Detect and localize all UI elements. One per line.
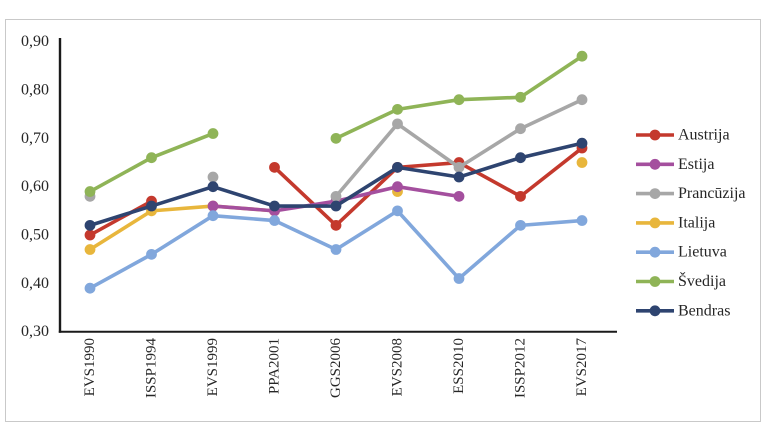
legend-dot-marker xyxy=(649,276,661,287)
data-point-Bendras xyxy=(330,200,342,212)
x-axis-label: EVS1990 xyxy=(82,338,98,396)
legend-label: Švedija xyxy=(678,271,726,290)
legend-label: Italija xyxy=(678,214,715,231)
data-point-Prancūzija xyxy=(515,123,526,135)
x-axis-label: GGS2006 xyxy=(328,338,344,399)
y-tick-label: 0,40 xyxy=(21,275,49,292)
legend-item-Italija: Italija xyxy=(636,214,715,231)
data-point-Austrija xyxy=(269,161,280,173)
x-axis-label: ISSP1994 xyxy=(144,338,160,399)
data-point-Austrija xyxy=(84,229,96,241)
data-point-Švedija xyxy=(576,50,588,62)
data-point-Lietuva xyxy=(453,273,465,284)
data-point-Švedija xyxy=(515,91,526,103)
data-point-Italija xyxy=(84,244,96,255)
legend-label: Estija xyxy=(678,156,714,173)
legend-dot-marker xyxy=(649,158,661,170)
legend: Austrija Estija Prancūzija Italija Lietuva Šv… xyxy=(636,127,746,319)
data-point-Estija xyxy=(392,181,403,193)
series-line-Austrija xyxy=(272,146,584,228)
legend-dot-marker xyxy=(649,246,661,258)
legend-dot-marker xyxy=(649,217,661,229)
data-point-Švedija xyxy=(146,152,157,164)
legend-label: Bendras xyxy=(678,302,730,319)
legend-item-Austrija: Austrija xyxy=(636,127,730,144)
legend-label: Austrija xyxy=(678,127,730,144)
data-point-Bendras xyxy=(515,152,526,164)
data-point-Estija xyxy=(453,190,465,202)
data-point-Bendras xyxy=(392,161,403,173)
x-axis-labels: EVS1990 ISSP1994 EVS1999 PPA2001 GGS2006 EVS2… xyxy=(82,338,590,399)
series-Lietuva xyxy=(84,205,588,294)
legend-item-Bendras: Bendras xyxy=(636,302,730,319)
data-point-Švedija xyxy=(330,132,342,144)
axes xyxy=(58,38,617,333)
data-point-Prancūzija xyxy=(576,94,588,106)
x-axis-label: ESS2010 xyxy=(451,338,467,394)
legend-label: Prancūzija xyxy=(678,185,746,202)
data-point-Lietuva xyxy=(269,215,280,226)
data-point-Prancūzija xyxy=(453,161,465,173)
data-point-Lietuva xyxy=(207,210,219,222)
legend-dot-marker xyxy=(649,305,661,317)
x-axis-label: ISSP2012 xyxy=(513,338,529,398)
data-point-Bendras xyxy=(146,200,157,212)
legend-dot-marker xyxy=(649,129,661,141)
y-tick-label: 0,60 xyxy=(21,178,49,195)
data-point-Lietuva xyxy=(146,248,157,260)
legend-item-Lietuva: Lietuva xyxy=(636,244,727,261)
data-point-Lietuva xyxy=(576,215,588,226)
y-tick-label: 0,90 xyxy=(21,33,49,50)
legend-item-Švedija: Švedija xyxy=(636,271,726,290)
data-point-Bendras xyxy=(576,137,588,149)
data-point-Bendras xyxy=(84,219,96,231)
y-axis-tick-labels: 0,90 0,80 0,70 0,60 0,50 0,40 0,30 xyxy=(21,33,49,340)
x-axis-label: EVS1999 xyxy=(205,338,221,396)
data-point-Austrija xyxy=(515,190,526,202)
legend-label: Lietuva xyxy=(678,244,727,261)
y-tick-label: 0,50 xyxy=(21,227,49,244)
y-tick-label: 0,70 xyxy=(21,130,49,147)
data-point-Lietuva xyxy=(392,205,403,217)
data-point-Lietuva xyxy=(330,244,342,255)
legend-item-Prancūzija: Prancūzija xyxy=(636,185,746,202)
y-tick-label: 0,80 xyxy=(21,82,49,99)
series-line-Austrija xyxy=(88,199,154,237)
data-point-Bendras xyxy=(207,181,219,193)
data-point-Lietuva xyxy=(515,219,526,231)
series-Bendras xyxy=(84,137,588,231)
y-tick-label: 0,30 xyxy=(21,323,49,340)
data-point-Bendras xyxy=(269,200,280,212)
data-series xyxy=(84,50,588,294)
data-point-Bendras xyxy=(453,171,465,183)
x-axis-label: EVS2017 xyxy=(574,338,590,397)
data-point-Lietuva xyxy=(84,282,96,294)
data-point-Prancūzija xyxy=(207,171,219,183)
data-point-Švedija xyxy=(453,94,465,106)
x-axis-label: PPA2001 xyxy=(267,338,283,394)
series-Prancūzija xyxy=(84,94,588,202)
data-point-Italija xyxy=(576,157,588,168)
data-point-Švedija xyxy=(207,128,219,139)
legend-item-Estija: Estija xyxy=(636,156,714,173)
data-point-Prancūzija xyxy=(392,118,403,130)
data-point-Švedija xyxy=(84,186,96,197)
data-point-Austrija xyxy=(330,219,342,231)
data-point-Švedija xyxy=(392,103,403,115)
x-axis-label: EVS2008 xyxy=(390,338,406,396)
data-point-Prancūzija xyxy=(330,190,342,202)
series-Švedija xyxy=(84,50,588,197)
data-point-Estija xyxy=(207,200,219,212)
legend-dot-marker xyxy=(649,188,661,200)
